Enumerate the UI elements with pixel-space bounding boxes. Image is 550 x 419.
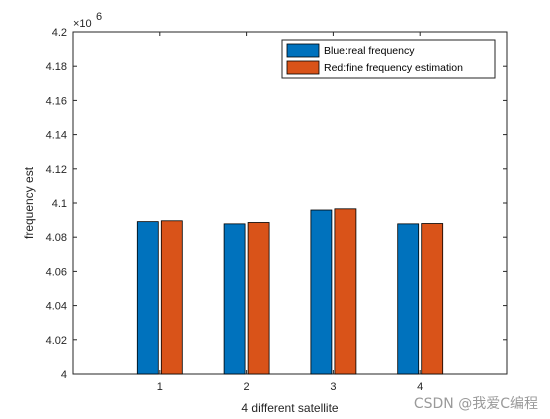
y-tick-label: 4.1 bbox=[52, 198, 67, 210]
legend-swatch-blue bbox=[286, 43, 320, 58]
bar-estimated-4 bbox=[421, 223, 444, 375]
watermark: CSDN @我爱C编程 bbox=[413, 396, 538, 412]
bar-real-3 bbox=[310, 209, 333, 375]
bar-real-4 bbox=[397, 223, 420, 375]
bar-estimated-2 bbox=[247, 222, 270, 375]
bar-estimated-1 bbox=[160, 220, 183, 375]
bar-estimated-3 bbox=[334, 208, 357, 375]
y-tick-label: 4.14 bbox=[46, 130, 67, 142]
legend-label-blue: Blue:real frequency bbox=[324, 45, 415, 57]
y-tick-label: 4.16 bbox=[46, 95, 67, 107]
y-tick-label: 4.12 bbox=[46, 164, 67, 176]
y-axis-label: frequency est bbox=[22, 166, 36, 239]
x-tick-label: 3 bbox=[330, 381, 336, 393]
x-tick-label: 1 bbox=[157, 381, 163, 393]
y-axis-exponent-base: ×10 bbox=[73, 18, 92, 30]
y-tick-label: 4.04 bbox=[46, 301, 67, 313]
x-axis-ticks: 1 2 3 4 bbox=[157, 32, 423, 393]
bar-series bbox=[136, 208, 444, 375]
y-axis-ticks: 4 4.02 4.04 4.06 4.08 4.1 4.12 4.14 4.16 4.18 4.2 bbox=[46, 27, 507, 381]
y-tick-label: 4.08 bbox=[46, 232, 67, 244]
y-tick-label: 4.2 bbox=[52, 27, 67, 39]
y-tick-label: 4.02 bbox=[46, 335, 67, 347]
legend: Blue:real frequency Red:fine frequency e… bbox=[281, 39, 496, 79]
y-tick-label: 4 bbox=[61, 369, 67, 381]
legend-label-red: Red:fine frequency estimation bbox=[324, 62, 463, 74]
x-axis-label: 4 different satellite bbox=[241, 401, 338, 415]
x-tick-label: 4 bbox=[417, 381, 423, 393]
y-tick-label: 4.18 bbox=[46, 61, 67, 73]
y-tick-label: 4.06 bbox=[46, 266, 67, 278]
x-tick-label: 2 bbox=[244, 381, 250, 393]
bar-real-2 bbox=[223, 223, 246, 375]
legend-swatch-red bbox=[286, 60, 320, 75]
bar-real-1 bbox=[136, 221, 159, 375]
y-axis-exponent-power: 6 bbox=[96, 11, 102, 23]
